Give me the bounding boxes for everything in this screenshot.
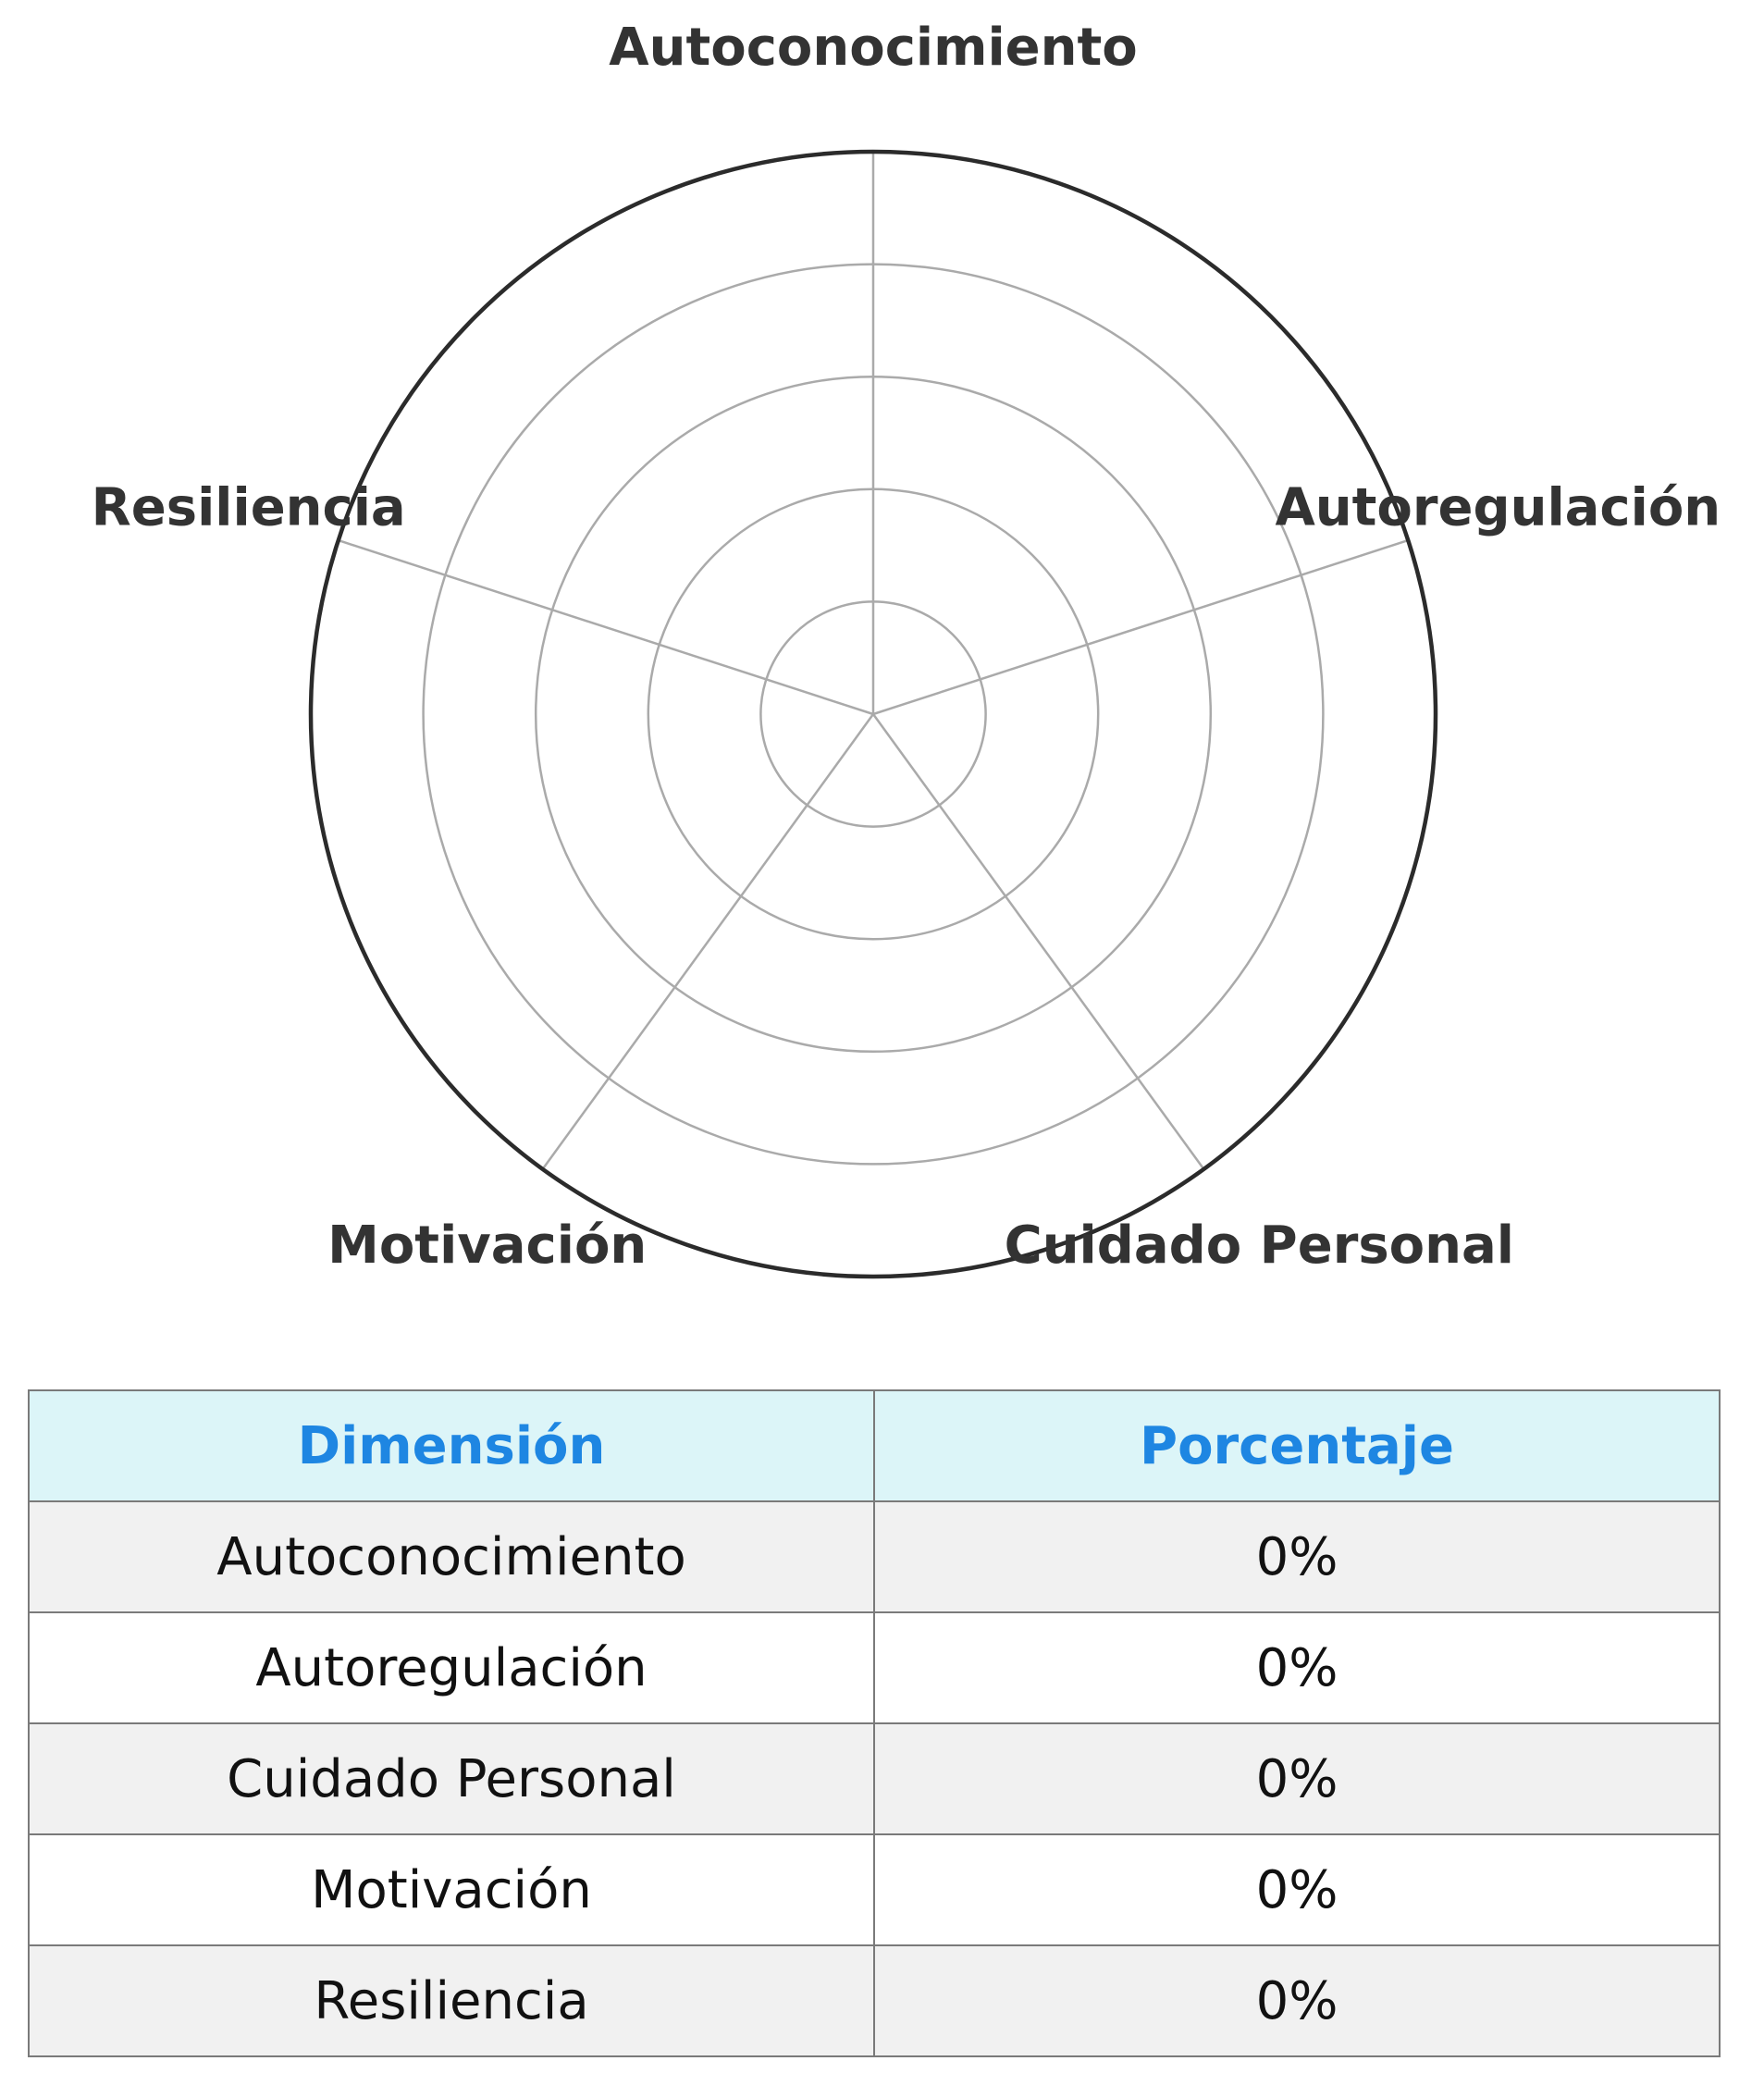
- axis-label: Resiliencia: [92, 478, 406, 538]
- axis-spoke: [338, 538, 874, 716]
- axis-label: Autoregulación: [1275, 478, 1721, 538]
- axis-label: Autoconocimiento: [609, 18, 1137, 78]
- table-row: Motivación 0%: [28, 1833, 1721, 1946]
- cell-dimension: Motivación: [28, 1833, 875, 1946]
- results-table: Dimensión Porcentaje Autoconocimiento 0%…: [28, 1389, 1721, 2057]
- cell-dimension: Resiliencia: [28, 1944, 875, 2057]
- header-percentage: Porcentaje: [873, 1389, 1721, 1502]
- axis-label: Motivación: [327, 1216, 647, 1276]
- axis-spoke: [541, 713, 875, 1170]
- cell-percentage: 0%: [873, 1611, 1721, 1724]
- table-row: Autoregulación 0%: [28, 1611, 1721, 1724]
- header-dimension: Dimensión: [28, 1389, 875, 1502]
- axis-spoke: [872, 538, 1409, 716]
- table-header-row: Dimensión Porcentaje: [28, 1389, 1721, 1502]
- cell-percentage: 0%: [873, 1944, 1721, 2057]
- axis-label: Cuidado Personal: [1005, 1216, 1514, 1276]
- axis-spoke: [871, 713, 1205, 1170]
- cell-percentage: 0%: [873, 1722, 1721, 1835]
- cell-dimension: Cuidado Personal: [28, 1722, 875, 1835]
- table-row: Cuidado Personal 0%: [28, 1722, 1721, 1835]
- radar-chart: Autoconocimiento Autoregulación Cuidado Pe…: [92, 18, 1721, 1279]
- cell-percentage: 0%: [873, 1833, 1721, 1946]
- cell-dimension: Autoregulación: [28, 1611, 875, 1724]
- table-row: Resiliencia 0%: [28, 1944, 1721, 2057]
- outer-circle: [308, 149, 1438, 1279]
- cell-dimension: Autoconocimiento: [28, 1500, 875, 1613]
- table-row: Autoconocimiento 0%: [28, 1500, 1721, 1613]
- cell-percentage: 0%: [873, 1500, 1721, 1613]
